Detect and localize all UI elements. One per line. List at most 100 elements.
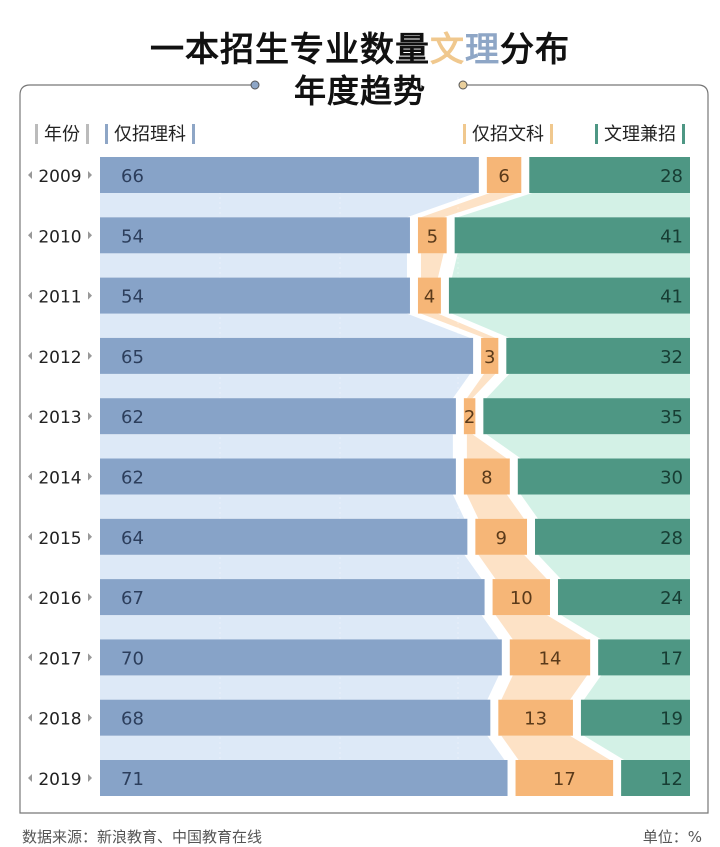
- year-arrow-left-icon: [28, 171, 32, 179]
- connector-arts: [501, 735, 611, 760]
- title-part2: 分布: [500, 30, 570, 70]
- bar-arts: [463, 458, 510, 495]
- year-arrow-right-icon: [88, 231, 92, 240]
- label-both: 17: [660, 648, 683, 669]
- header-arts: 仅招文科: [472, 124, 544, 145]
- connector-science: [100, 193, 476, 218]
- connector-science: [100, 615, 499, 640]
- bar-science: [100, 458, 456, 495]
- chart-subtitle: 年度趋势: [293, 72, 426, 110]
- title-li: 理: [465, 30, 500, 70]
- label-both: 32: [660, 347, 683, 368]
- connector-science: [100, 735, 505, 760]
- label-arts: 9: [495, 528, 506, 549]
- connector-arts: [466, 494, 525, 519]
- label-arts: 14: [539, 648, 562, 669]
- year-label: 2017: [38, 649, 81, 669]
- header-bar-right: [682, 124, 685, 144]
- connector-both: [451, 253, 690, 278]
- bar-science: [100, 217, 410, 254]
- connector-science: [100, 434, 453, 459]
- header-bar-left: [35, 124, 38, 144]
- bar-science: [100, 760, 508, 796]
- connector-science: [100, 313, 471, 338]
- bar-science: [100, 699, 491, 736]
- connector-both: [520, 494, 690, 519]
- label-science: 65: [121, 347, 144, 368]
- label-both: 28: [660, 166, 683, 187]
- label-arts: 13: [524, 709, 547, 730]
- label-arts: 4: [424, 287, 435, 308]
- label-science: 71: [121, 769, 144, 790]
- bar-arts: [463, 398, 476, 435]
- label-science: 70: [121, 648, 144, 669]
- bar-both: [517, 458, 690, 495]
- bar-arts: [509, 639, 591, 676]
- bar-science: [100, 398, 456, 435]
- label-science: 62: [121, 468, 144, 489]
- label-both: 35: [660, 407, 683, 428]
- bar-both: [529, 157, 690, 193]
- header-bar-right: [550, 124, 553, 144]
- label-both: 19: [660, 709, 683, 730]
- label-arts: 6: [498, 166, 509, 187]
- label-science: 66: [121, 166, 144, 187]
- header-bar-left: [595, 124, 598, 144]
- label-arts: 10: [510, 588, 533, 609]
- connector-both: [486, 434, 690, 459]
- connector-arts: [501, 675, 588, 700]
- bar-both: [580, 699, 690, 736]
- label-both: 28: [660, 528, 683, 549]
- label-arts: 17: [553, 769, 576, 790]
- label-science: 67: [121, 588, 144, 609]
- bar-both: [598, 639, 690, 676]
- label-both: 12: [660, 769, 683, 790]
- connector-arts: [495, 615, 588, 640]
- bar-arts: [498, 699, 573, 736]
- year-arrow-left-icon: [28, 412, 32, 421]
- year-arrow-right-icon: [88, 291, 92, 300]
- header-bar-left: [105, 124, 108, 144]
- year-arrow-right-icon: [88, 171, 92, 179]
- connector-arts: [478, 554, 547, 580]
- year-arrow-left-icon: [28, 291, 32, 300]
- bar-both: [506, 337, 690, 374]
- connector-science: [100, 253, 407, 278]
- header-bar-left: [463, 124, 466, 144]
- bar-both: [557, 579, 690, 616]
- year-label: 2014: [38, 469, 81, 489]
- connector-arts: [466, 434, 507, 459]
- header-bar-right: [86, 124, 89, 144]
- bar-science: [100, 579, 485, 616]
- label-both: 41: [660, 226, 683, 247]
- bar-science: [100, 518, 468, 555]
- year-label: 2016: [38, 589, 81, 609]
- unit-note: 单位：%: [642, 828, 702, 846]
- frame-dot-left: [250, 80, 260, 90]
- label-both: 41: [660, 287, 683, 308]
- chart-frame: [19, 84, 709, 814]
- label-science: 62: [121, 407, 144, 428]
- connector-both: [538, 554, 690, 580]
- bar-science: [100, 157, 479, 193]
- bar-arts: [475, 518, 528, 555]
- year-arrow-right-icon: [88, 351, 92, 360]
- chart-title: 一本招生专业数量文理分布: [0, 22, 720, 71]
- year-label: 2011: [38, 288, 81, 308]
- title-wen: 文: [430, 30, 465, 70]
- connector-science: [100, 494, 465, 519]
- year-arrow-right-icon: [88, 532, 92, 541]
- year-arrow-right-icon: [88, 412, 92, 421]
- header-science: 仅招理科: [114, 124, 186, 145]
- bar-both: [448, 277, 690, 314]
- year-arrow-right-icon: [88, 713, 92, 722]
- bar-science: [100, 639, 502, 676]
- label-arts: 2: [464, 407, 475, 428]
- year-arrow-left-icon: [28, 351, 32, 360]
- label-science: 68: [121, 709, 144, 730]
- label-both: 24: [660, 588, 683, 609]
- year-label: 2012: [38, 348, 81, 368]
- label-arts: 3: [484, 347, 495, 368]
- connector-both: [583, 675, 690, 700]
